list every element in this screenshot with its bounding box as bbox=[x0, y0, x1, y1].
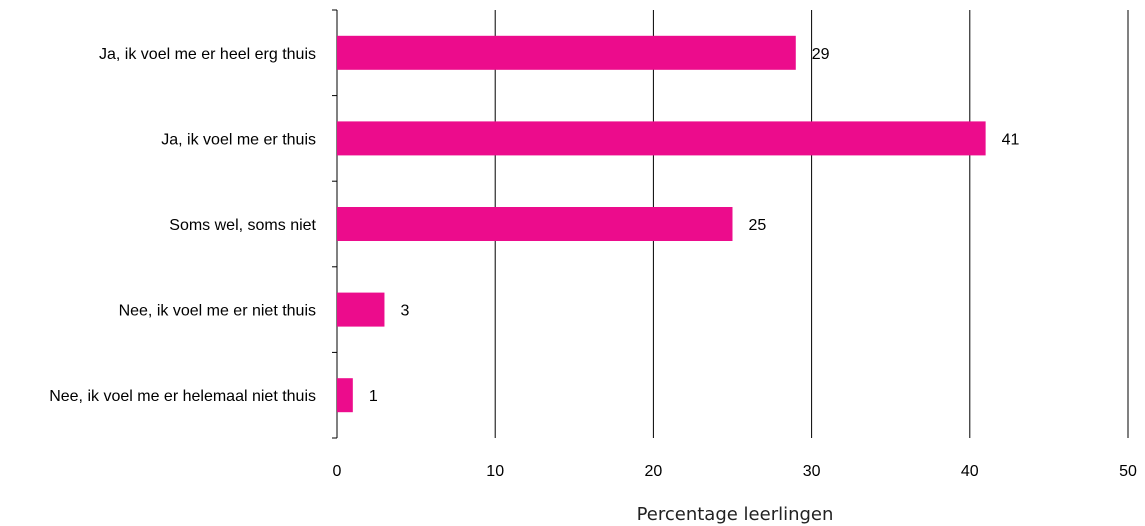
x-tick-label-30: 30 bbox=[803, 463, 821, 480]
bar-4 bbox=[337, 292, 385, 327]
bar-3 bbox=[337, 207, 733, 241]
category-label-3: Soms wel, soms niet bbox=[169, 217, 316, 234]
data-labels: 29 41 25 3 1 bbox=[369, 46, 1020, 405]
x-tick-label-0: 0 bbox=[333, 463, 342, 480]
x-tick-label-40: 40 bbox=[961, 463, 979, 480]
data-label-4: 3 bbox=[400, 303, 409, 320]
category-label-2: Ja, ik voel me er thuis bbox=[161, 131, 316, 148]
category-label-1: Ja, ik voel me er heel erg thuis bbox=[99, 46, 316, 63]
category-label-4: Nee, ik voel me er niet thuis bbox=[119, 303, 316, 320]
data-label-1: 29 bbox=[812, 46, 830, 63]
data-label-3: 25 bbox=[749, 217, 767, 234]
data-label-2: 41 bbox=[1002, 131, 1020, 148]
category-label-5: Nee, ik voel me er helemaal niet thuis bbox=[49, 388, 316, 405]
category-labels: Ja, ik voel me er heel erg thuis Ja, ik v… bbox=[49, 46, 316, 405]
x-tick-label-20: 20 bbox=[645, 463, 663, 480]
bar-5 bbox=[337, 378, 353, 413]
x-axis-title: Percentage leerlingen bbox=[637, 504, 834, 525]
axes bbox=[332, 9, 338, 439]
data-label-5: 1 bbox=[369, 388, 378, 405]
bar-1 bbox=[337, 35, 796, 70]
bars bbox=[337, 35, 986, 413]
x-tick-label-50: 50 bbox=[1119, 463, 1137, 480]
bar-2 bbox=[337, 121, 986, 156]
x-tick-label-10: 10 bbox=[486, 463, 504, 480]
grid-lines bbox=[494, 10, 1129, 438]
x-tick-labels: 0 10 20 30 40 50 bbox=[333, 463, 1137, 480]
